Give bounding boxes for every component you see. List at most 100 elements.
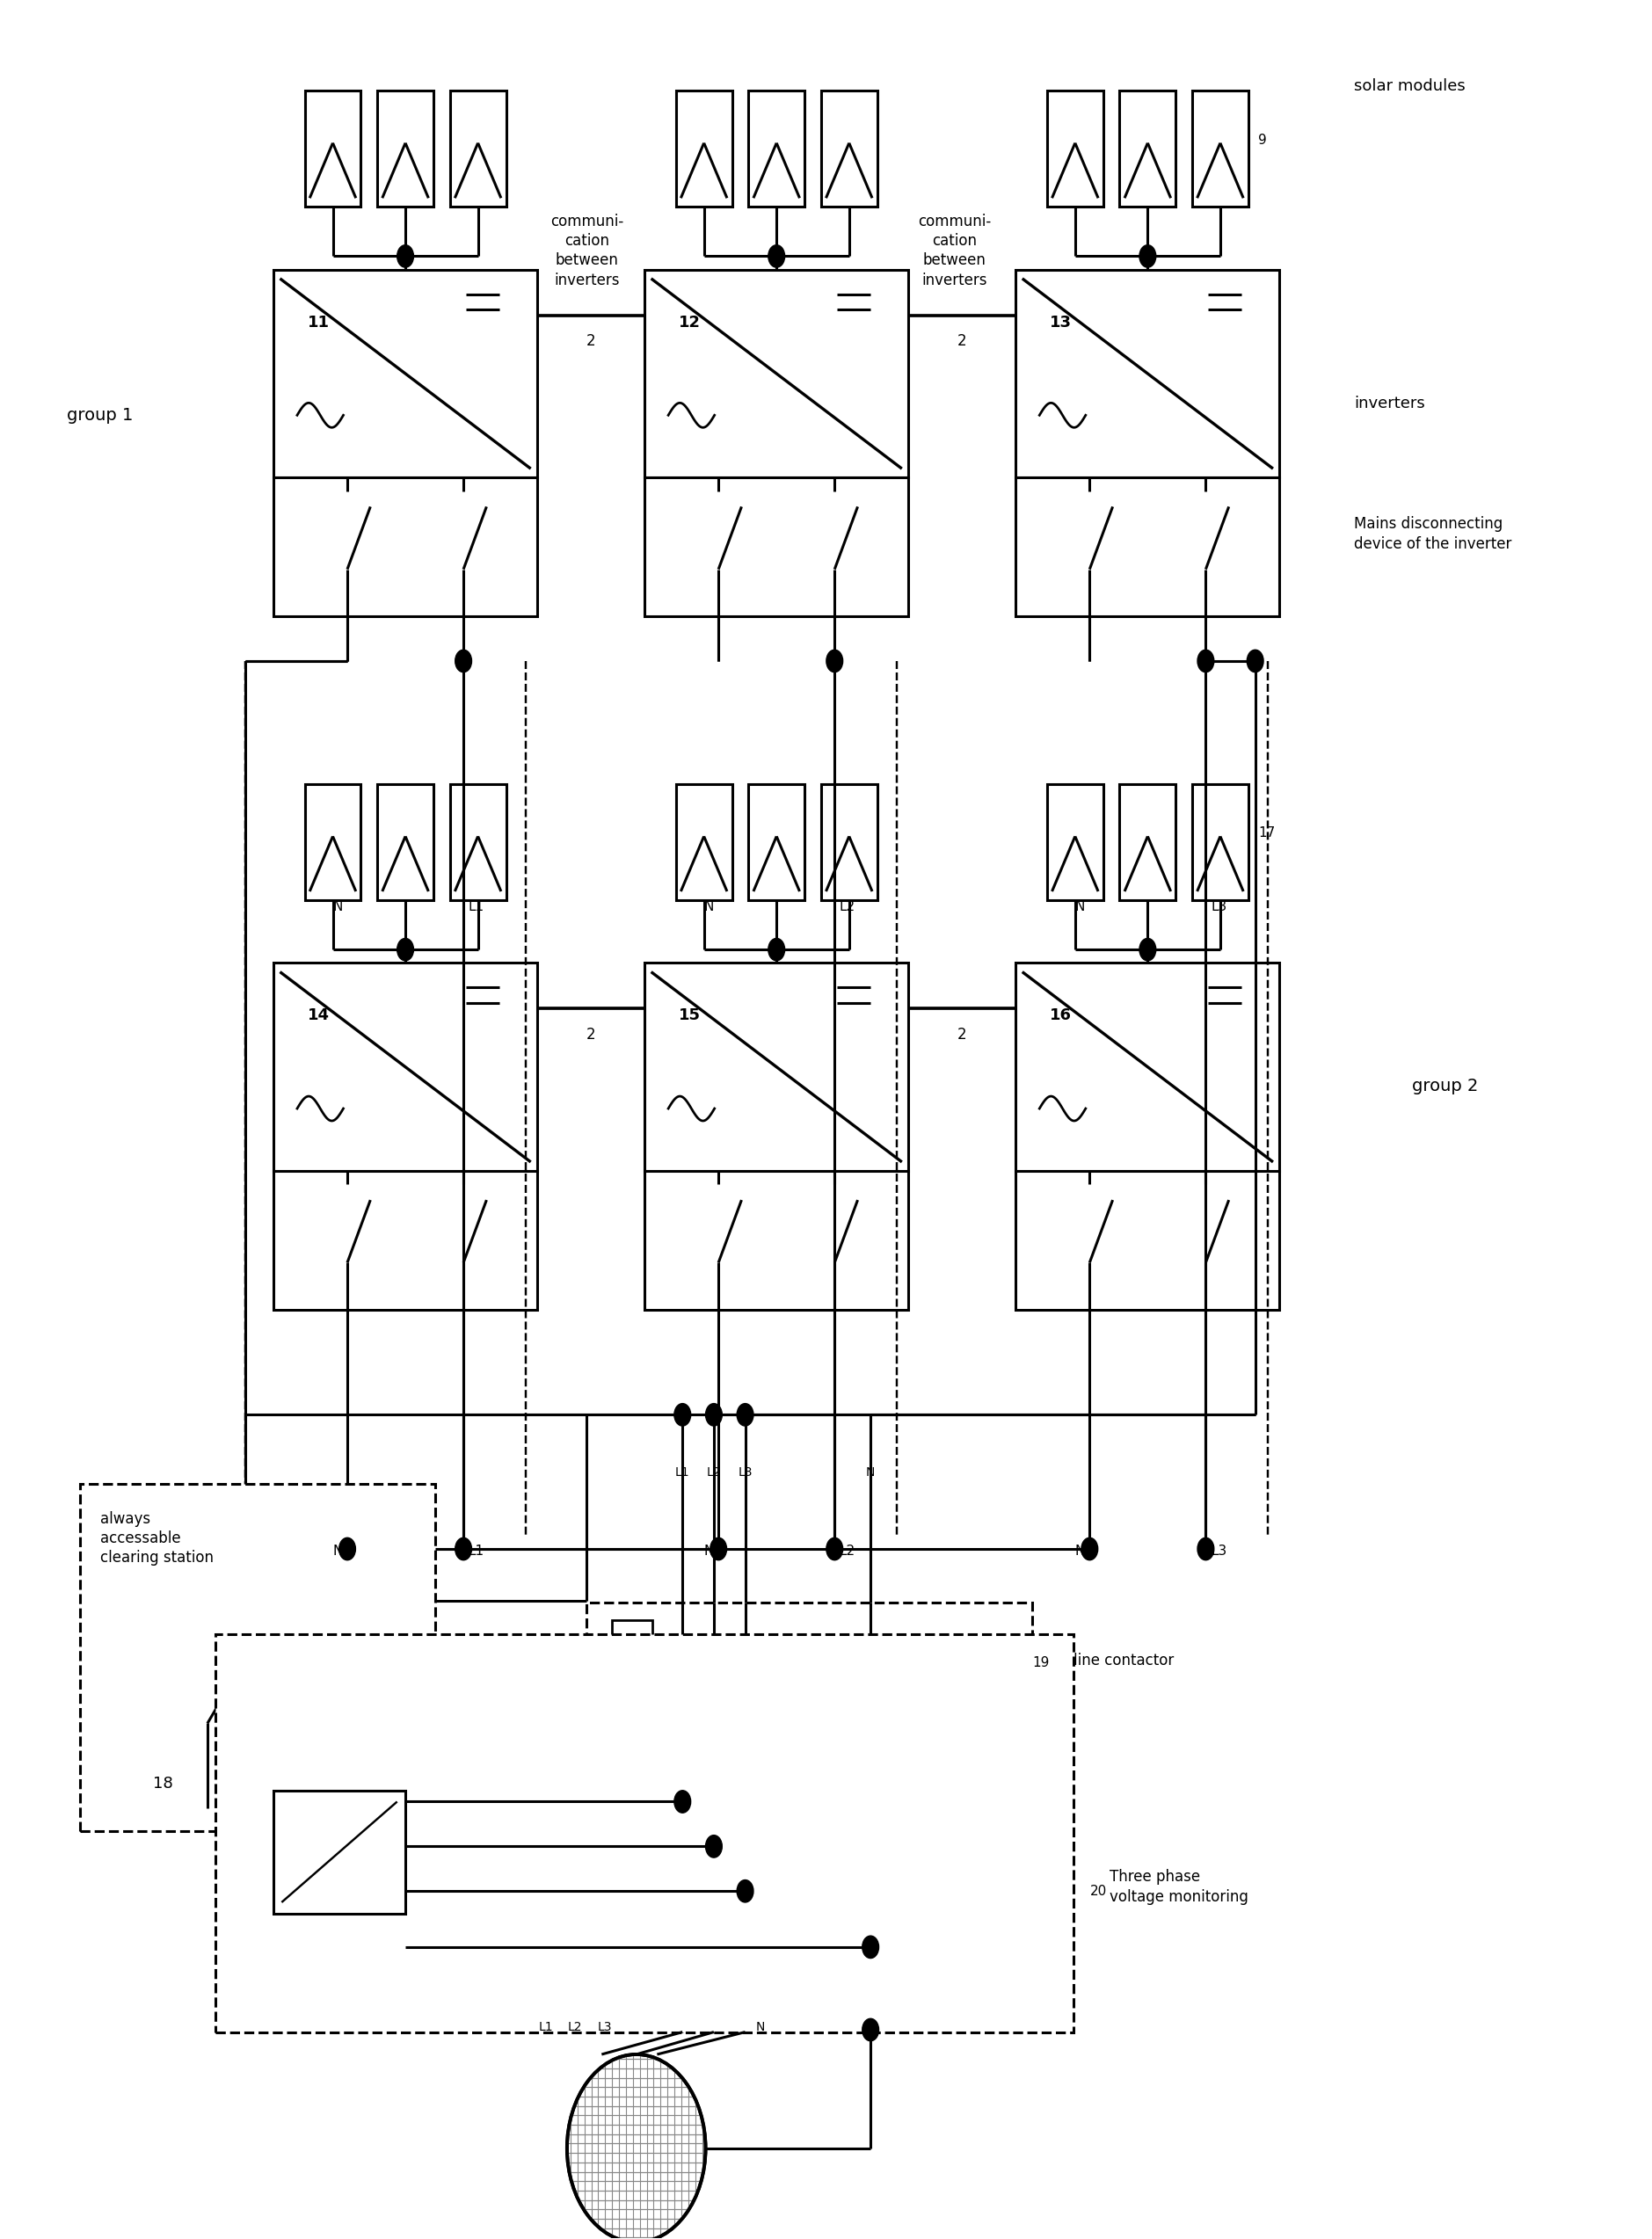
Text: Mains disconnecting
device of the inverter: Mains disconnecting device of the invert…: [1355, 515, 1512, 553]
Text: Three phase
voltage monitoring: Three phase voltage monitoring: [1110, 1870, 1249, 1905]
Text: 9: 9: [1259, 134, 1267, 146]
Bar: [644, 477, 909, 616]
Circle shape: [705, 1836, 722, 1858]
Bar: [1016, 1171, 1280, 1310]
Circle shape: [862, 1937, 879, 1959]
Bar: [586, 1603, 1032, 1693]
Text: solar modules: solar modules: [1355, 78, 1465, 94]
Circle shape: [710, 1538, 727, 1561]
Text: N: N: [866, 1467, 876, 1478]
Text: L3: L3: [1211, 900, 1227, 914]
Bar: [821, 92, 877, 206]
Bar: [676, 92, 732, 206]
Text: 17: 17: [1259, 826, 1275, 840]
Circle shape: [826, 649, 843, 672]
Bar: [1193, 92, 1249, 206]
Circle shape: [1247, 649, 1264, 672]
Text: L2: L2: [707, 1467, 720, 1478]
Bar: [676, 784, 732, 900]
Text: group 1: group 1: [68, 407, 134, 423]
Text: 2: 2: [958, 1028, 966, 1043]
Bar: [644, 1171, 909, 1310]
Text: N: N: [704, 1545, 714, 1558]
Bar: [449, 92, 506, 206]
Text: 11: 11: [307, 313, 330, 329]
Circle shape: [674, 1404, 691, 1426]
Circle shape: [1140, 244, 1156, 266]
Circle shape: [737, 1881, 753, 1903]
Bar: [1047, 92, 1104, 206]
Text: 16: 16: [1051, 1008, 1072, 1023]
Text: N: N: [704, 900, 714, 914]
Circle shape: [1198, 649, 1214, 672]
Bar: [273, 477, 537, 616]
Circle shape: [1198, 1538, 1214, 1561]
Bar: [304, 92, 360, 206]
Bar: [1016, 269, 1280, 477]
Bar: [644, 963, 909, 1171]
Text: 13: 13: [1051, 313, 1072, 329]
Bar: [611, 1621, 653, 1675]
Bar: [273, 1171, 537, 1310]
Text: 2: 2: [586, 1028, 596, 1043]
Text: 18: 18: [154, 1776, 173, 1791]
Text: 19: 19: [1032, 1657, 1049, 1670]
Circle shape: [456, 1538, 472, 1561]
Text: L2: L2: [568, 2022, 583, 2033]
Circle shape: [339, 1538, 355, 1561]
Text: N: N: [1075, 1545, 1085, 1558]
Circle shape: [396, 244, 413, 266]
Text: L1: L1: [469, 1545, 484, 1558]
Bar: [748, 784, 805, 900]
Text: L3: L3: [738, 1467, 752, 1478]
Bar: [821, 784, 877, 900]
Bar: [377, 92, 433, 206]
Bar: [644, 269, 909, 477]
Text: group 2: group 2: [1411, 1077, 1479, 1095]
Text: L2: L2: [839, 1545, 856, 1558]
Circle shape: [674, 1791, 691, 1814]
Bar: [748, 92, 805, 206]
Text: L2: L2: [839, 900, 856, 914]
Circle shape: [567, 2055, 705, 2239]
Text: 2: 2: [586, 334, 596, 349]
Circle shape: [862, 2020, 879, 2042]
Bar: [1120, 92, 1176, 206]
Circle shape: [768, 244, 785, 266]
Text: communi-
cation
between
inverters: communi- cation between inverters: [550, 213, 623, 289]
Circle shape: [396, 938, 413, 961]
Circle shape: [705, 1404, 722, 1426]
Bar: [449, 784, 506, 900]
Text: 20: 20: [1090, 1885, 1107, 1899]
Text: N: N: [332, 900, 342, 914]
Text: L1: L1: [469, 900, 484, 914]
Text: L1: L1: [676, 1467, 691, 1478]
Circle shape: [1140, 938, 1156, 961]
Text: 2: 2: [958, 334, 966, 349]
Bar: [1047, 784, 1104, 900]
Bar: [81, 1484, 434, 1832]
Circle shape: [1082, 1538, 1099, 1561]
Bar: [273, 1791, 405, 1914]
Text: always
accessable
clearing station: always accessable clearing station: [101, 1511, 213, 1565]
Bar: [1016, 477, 1280, 616]
Text: L3: L3: [1211, 1545, 1227, 1558]
Text: 15: 15: [679, 1008, 700, 1023]
Circle shape: [456, 649, 472, 672]
Bar: [273, 963, 537, 1171]
Bar: [377, 784, 433, 900]
Text: L3: L3: [598, 2022, 613, 2033]
Bar: [1016, 963, 1280, 1171]
Text: 14: 14: [307, 1008, 330, 1023]
Text: N: N: [332, 1545, 342, 1558]
Bar: [304, 784, 360, 900]
Text: line contactor: line contactor: [1074, 1652, 1175, 1668]
Circle shape: [826, 1538, 843, 1561]
Bar: [216, 1634, 1074, 2033]
Text: N: N: [755, 2022, 765, 2033]
Circle shape: [768, 938, 785, 961]
Bar: [1120, 784, 1176, 900]
Text: L1: L1: [539, 2022, 553, 2033]
Text: communi-
cation
between
inverters: communi- cation between inverters: [919, 213, 991, 289]
Circle shape: [737, 1404, 753, 1426]
